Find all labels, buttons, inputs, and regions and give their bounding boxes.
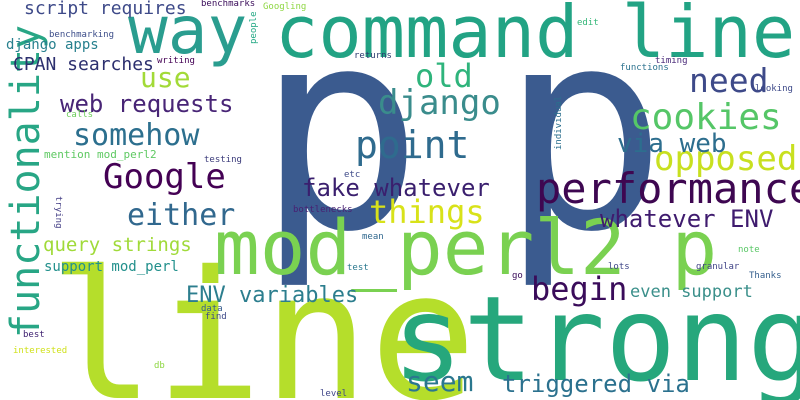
word-somehow: somehow: [73, 118, 200, 153]
word-web-requests: web requests: [60, 90, 234, 118]
word-testing: testing: [204, 155, 242, 165]
word-looking: looking: [755, 84, 793, 94]
word-point: point: [355, 123, 470, 167]
word-env-variables: ENV variables: [186, 283, 359, 308]
word-lots: lots: [608, 262, 630, 272]
word-etc: etc: [344, 170, 361, 180]
word-mod-perl2-p: mod_perl2 p: [214, 203, 718, 292]
word-individual: individual: [554, 95, 564, 150]
word-cpan-searches: CPAN searches: [13, 54, 154, 75]
word-script-requires: script requires: [24, 0, 187, 19]
word-test: test: [347, 263, 369, 273]
word-mean: mean: [362, 232, 384, 242]
word-way: way: [128, 0, 248, 69]
word-edit: edit: [577, 18, 599, 28]
word-django: django: [378, 83, 501, 123]
word-db: db: [154, 361, 165, 371]
word-seem: seem: [406, 365, 474, 398]
word-returns: returns: [354, 51, 392, 61]
word-google: Google: [103, 157, 226, 197]
word-p-right: p: [500, 0, 668, 293]
word-command-line: command line: [275, 0, 796, 74]
word-use: use: [140, 61, 191, 94]
word-note: note: [738, 245, 760, 255]
word-performance: performance: [536, 164, 800, 213]
word-whatever-env: whatever ENV: [600, 205, 774, 233]
word-interested: interested: [13, 346, 68, 356]
word-fake-whatever: fake whatever: [302, 174, 490, 202]
word-django-apps: django apps: [6, 37, 99, 53]
word-line: line: [48, 233, 477, 400]
word-find: find: [205, 312, 227, 322]
word-best: best: [23, 330, 45, 340]
word-query-strings: query strings: [43, 234, 192, 256]
word-either: either: [127, 198, 236, 233]
word-even-support: even support: [630, 282, 753, 302]
word-trying: trying: [53, 196, 63, 229]
word-strong: strong: [392, 270, 800, 400]
word-data: data: [201, 304, 223, 314]
word-need: need: [689, 61, 769, 100]
word-granular: granular: [696, 262, 740, 272]
word-things: things: [369, 193, 485, 231]
word-old: old: [415, 57, 473, 95]
word-go: go: [512, 271, 523, 281]
word-cookies: cookies: [630, 97, 782, 138]
word-level: level: [320, 389, 348, 399]
word-writing: writing: [157, 56, 195, 66]
word-benchmarking: benchmarking: [49, 30, 115, 40]
word-opposed: opposed: [654, 139, 798, 179]
word-functions: functions: [620, 63, 669, 73]
word-thanks: Thanks: [749, 271, 782, 281]
word-mention-mod-perl2: mention mod_perl2: [44, 148, 157, 161]
word-timing: timing: [655, 56, 688, 66]
word-begin: begin: [531, 270, 628, 308]
word-people: people: [249, 11, 259, 44]
word-benchmarks: benchmarks: [201, 0, 256, 9]
word-googling: Googling: [263, 2, 307, 12]
word-calls: calls: [66, 110, 94, 120]
word-bottlenecks: bottlenecks: [293, 205, 353, 215]
word-triggered-via: triggered via: [502, 370, 690, 398]
word-via-web: via web: [617, 129, 727, 159]
word-p-left: p: [256, 0, 424, 293]
word-support-mod-perl: support mod_perl: [44, 259, 179, 275]
